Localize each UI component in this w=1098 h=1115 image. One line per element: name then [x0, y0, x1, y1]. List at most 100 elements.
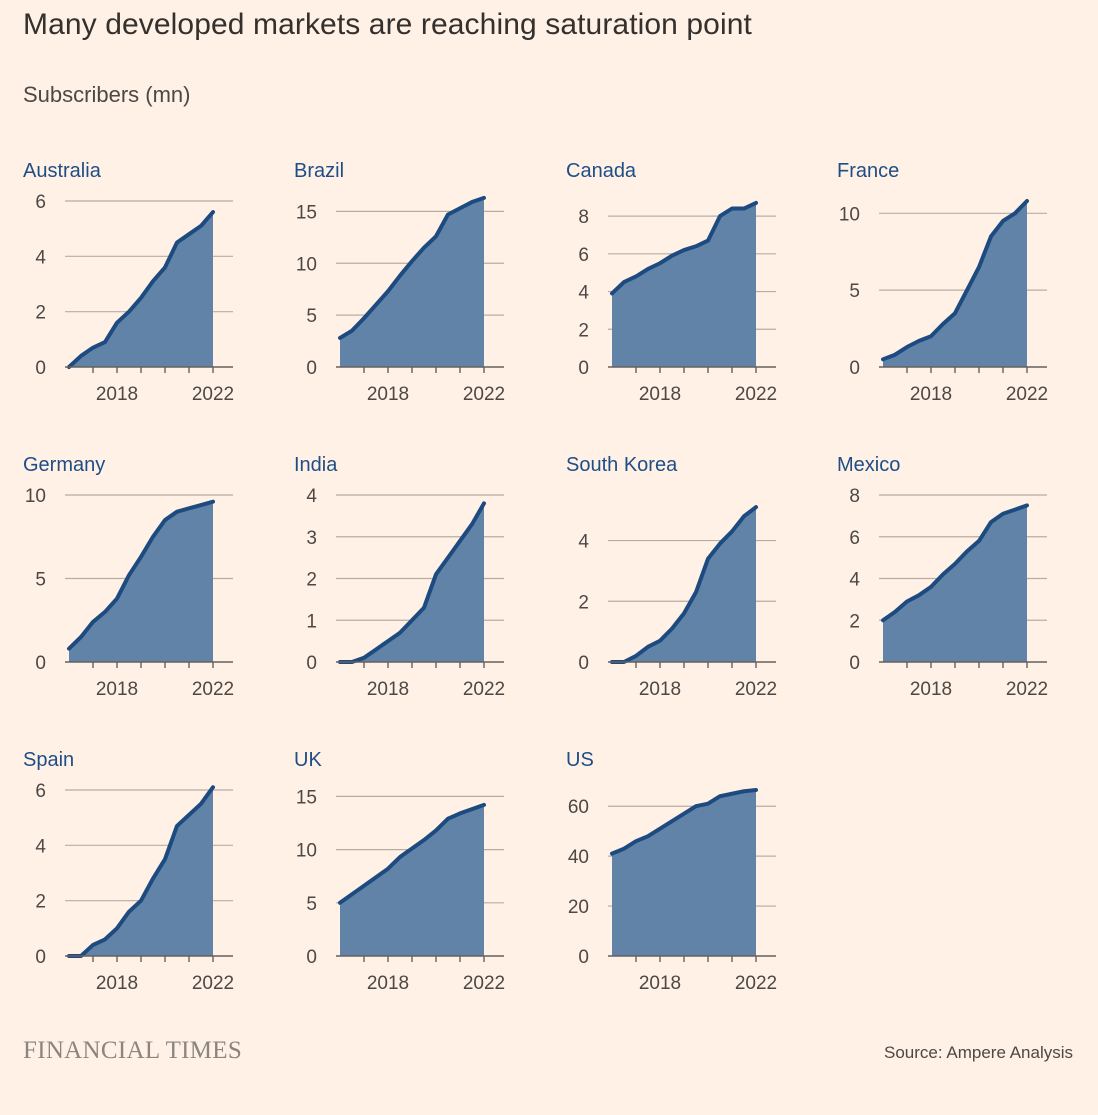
y-tick-label: 8 [578, 207, 589, 228]
y-tick-label: 0 [578, 947, 589, 968]
panel-south-korea: South Korea 0 2 4 2018 2022 [566, 454, 777, 700]
x-tick-label: 2022 [1006, 384, 1048, 405]
y-tick-label: 1 [306, 611, 317, 632]
y-tick-label: 4 [306, 486, 317, 507]
y-tick-label: 0 [35, 947, 46, 968]
y-tick-label: 0 [849, 358, 860, 379]
series-line-france [881, 199, 1029, 362]
y-tick-label: 4 [35, 836, 46, 857]
area-australia [69, 212, 213, 367]
y-tick-label: 0 [578, 358, 589, 379]
panel-india: India 0 1 2 3 4 2018 2022 [294, 454, 505, 700]
y-tick-label: 0 [306, 358, 317, 379]
y-tick-label: 0 [849, 653, 860, 674]
y-tick-label: 15 [296, 202, 317, 223]
area-brazil [340, 197, 484, 367]
panel-title-mexico: Mexico [837, 454, 900, 476]
y-tick-label: 60 [568, 797, 589, 818]
panel-germany: Germany 0 5 10 2018 2022 [23, 454, 234, 700]
y-tick-label: 2 [35, 303, 46, 324]
y-tick-label: 2 [578, 592, 589, 613]
series-line-canada [610, 200, 758, 296]
series-line-australia [67, 210, 215, 369]
x-tick-label: 2022 [463, 973, 505, 994]
y-tick-label: 4 [578, 283, 589, 304]
x-tick-label: 2018 [96, 679, 138, 700]
series-line-uk [338, 802, 486, 905]
x-tick-label: 2018 [367, 973, 409, 994]
y-tick-label: 0 [306, 947, 317, 968]
y-tick-label: 6 [578, 245, 589, 266]
series-line-mexico [881, 503, 1029, 623]
page-title: Many developed markets are reaching satu… [23, 8, 752, 41]
series-line-south-korea [610, 505, 758, 664]
y-tick-label: 2 [578, 320, 589, 341]
panel-brazil: Brazil 0 5 10 15 2018 2022 [294, 160, 505, 405]
y-tick-label: 6 [849, 528, 860, 549]
area-uk [340, 804, 484, 956]
y-tick-label: 2 [849, 611, 860, 632]
y-tick-label: 40 [568, 847, 589, 868]
x-tick-label: 2018 [910, 679, 952, 700]
panel-mexico: Mexico 0 2 4 6 8 2018 2022 [837, 454, 1048, 700]
x-tick-label: 2022 [463, 384, 505, 405]
panel-title-uk: UK [294, 749, 322, 771]
series-line-germany [67, 499, 215, 651]
page-subtitle: Subscribers (mn) [23, 82, 191, 107]
y-tick-label: 10 [839, 204, 860, 225]
y-tick-label: 0 [35, 358, 46, 379]
area-us [612, 790, 756, 956]
series-line-india [338, 501, 486, 664]
y-tick-label: 10 [296, 254, 317, 275]
panel-title-india: India [294, 454, 338, 476]
y-tick-label: 2 [306, 570, 317, 591]
panel-title-germany: Germany [23, 454, 105, 476]
y-tick-label: 4 [35, 247, 46, 268]
x-tick-label: 2018 [639, 679, 681, 700]
x-tick-label: 2018 [367, 679, 409, 700]
y-tick-label: 3 [306, 528, 317, 549]
panel-spain: Spain 0 2 4 6 2018 2022 [23, 749, 234, 994]
y-tick-label: 0 [578, 653, 589, 674]
y-tick-label: 10 [25, 486, 46, 507]
y-tick-label: 6 [35, 192, 46, 213]
y-tick-label: 0 [306, 653, 317, 674]
x-tick-label: 2022 [192, 384, 234, 405]
x-tick-label: 2018 [96, 384, 138, 405]
area-india [340, 503, 484, 662]
x-tick-label: 2022 [463, 679, 505, 700]
y-tick-label: 5 [306, 894, 317, 915]
x-tick-label: 2018 [910, 384, 952, 405]
area-france [883, 201, 1027, 367]
panel-title-spain: Spain [23, 749, 74, 771]
x-tick-label: 2018 [96, 973, 138, 994]
x-tick-label: 2022 [1006, 679, 1048, 700]
y-tick-label: 8 [849, 486, 860, 507]
series-line-spain [67, 785, 215, 958]
y-tick-label: 2 [35, 892, 46, 913]
y-tick-label: 6 [35, 781, 46, 802]
x-tick-label: 2022 [735, 384, 777, 405]
panel-us: US 0 20 40 60 2018 2022 [566, 749, 777, 994]
x-tick-label: 2022 [735, 679, 777, 700]
panel-title-canada: Canada [566, 160, 637, 182]
area-germany [69, 501, 213, 662]
y-tick-label: 5 [35, 570, 46, 591]
x-tick-label: 2022 [192, 679, 234, 700]
panel-title-brazil: Brazil [294, 160, 344, 182]
y-tick-label: 15 [296, 787, 317, 808]
x-tick-label: 2018 [367, 384, 409, 405]
panel-france: France 0 5 10 2018 2022 [837, 160, 1048, 405]
y-tick-label: 10 [296, 841, 317, 862]
x-tick-label: 2018 [639, 384, 681, 405]
panel-title-south-korea: South Korea [566, 454, 678, 476]
source-note: Source: Ampere Analysis [884, 1043, 1073, 1062]
panel-title-france: France [837, 160, 899, 182]
area-mexico [883, 505, 1027, 662]
y-tick-label: 4 [578, 532, 589, 553]
y-tick-label: 20 [568, 897, 589, 918]
panel-canada: Canada 0 2 4 6 8 2018 2022 [566, 160, 777, 405]
financial-times-logo: FINANCIAL TIMES [23, 1037, 243, 1064]
y-tick-label: 0 [35, 653, 46, 674]
